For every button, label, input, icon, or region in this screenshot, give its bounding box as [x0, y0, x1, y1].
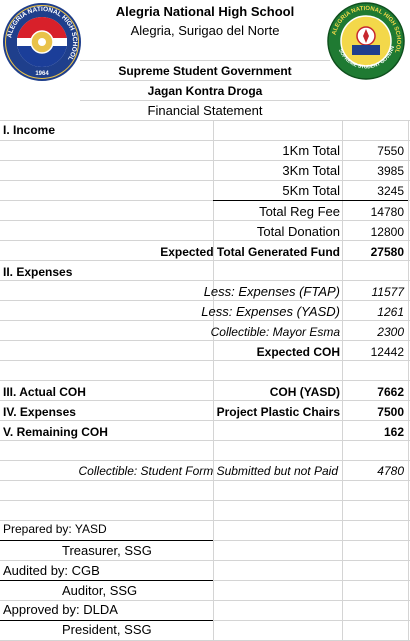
- grid-row-line: [0, 300, 410, 301]
- remaining-coh-heading: V. Remaining COH: [3, 425, 108, 439]
- grid-column-line: [213, 120, 214, 640]
- approved-signature-line: [0, 620, 213, 621]
- grid-row-line: [0, 140, 410, 141]
- header-row-line: [80, 60, 330, 61]
- collectible-forms-value: 4780: [377, 464, 404, 478]
- expense-label-ftap: Less: Expenses (FTAP): [203, 284, 340, 299]
- collectible-prefix: Collectible:: [210, 325, 270, 339]
- grid-row-line: [0, 240, 410, 241]
- grid-row-line: [0, 480, 410, 481]
- plastic-chairs-value: 7500: [377, 405, 404, 419]
- school-location: Alegria, Surigao del Norte: [130, 23, 280, 38]
- grid-row-line: [0, 500, 410, 501]
- remaining-coh-value: 162: [383, 425, 404, 439]
- income-label-5km: 5Km Total: [282, 183, 340, 198]
- prepared-signature-line: [0, 540, 213, 541]
- collectible-mayor-label: Collectible: Mayor Esma: [160, 322, 340, 342]
- grid-row-line: [0, 340, 410, 341]
- expenses-iv-heading: IV. Expenses: [3, 405, 76, 419]
- grid-row-line: [0, 380, 410, 381]
- actual-coh-label: COH (YASD): [269, 385, 340, 399]
- grid-row-line: [0, 360, 410, 361]
- org-name: Supreme Student Government: [118, 64, 292, 78]
- grid-row-line: [0, 560, 410, 561]
- actual-coh-heading: III. Actual COH: [3, 385, 86, 399]
- actual-coh-value: 7662: [377, 385, 404, 399]
- grid-row-line: [0, 200, 410, 201]
- grid-row-line: [0, 180, 410, 181]
- expected-total-label: Expected Total Generated Fund: [160, 245, 340, 259]
- document-title: Financial Statement: [147, 103, 263, 118]
- collectible-mayor-value: 2300: [377, 325, 404, 339]
- program-name: Jagan Kontra Droga: [147, 84, 263, 98]
- ssg-seal-logo: ALEGRIA NATIONAL HIGH SCHOOL SUPREME STU…: [326, 1, 405, 80]
- expense-label-yasd: Less: Expenses (YASD): [201, 304, 340, 319]
- income-value-3km: 3985: [377, 164, 404, 178]
- audited-signature-line: [0, 580, 213, 581]
- grid-row-line: [0, 520, 410, 521]
- income-subtotal-divider: [213, 200, 408, 201]
- school-seal-logo: ALEGRIA NATIONAL HIGH SCHOOL 1964: [3, 3, 81, 81]
- grid-row-line: [0, 600, 410, 601]
- plastic-chairs-label: Project Plastic Chairs: [216, 405, 340, 419]
- grid-row-line: [0, 260, 410, 261]
- expense-value-yasd: 1261: [377, 305, 404, 319]
- grid-row-line: [0, 400, 410, 401]
- total-reg-fee-label: Total Reg Fee: [259, 204, 340, 219]
- grid-column-line: [408, 120, 409, 640]
- total-donation-value: 12800: [370, 225, 404, 239]
- expected-coh-value: 12442: [370, 345, 404, 359]
- collectible-forms-label: Collectible: Student Form Submitted but …: [78, 464, 338, 478]
- audited-role: Auditor, SSG: [62, 583, 138, 598]
- grid-row-line: [0, 120, 410, 121]
- prepared-role: Treasurer, SSG: [62, 543, 152, 558]
- approved-role: President, SSG: [62, 622, 152, 637]
- collectible-name: Mayor Esma: [269, 325, 340, 339]
- grid-row-line: [0, 280, 410, 281]
- approved-by: Approved by: DLDA: [3, 602, 118, 617]
- prepared-by: Prepared by: YASD: [3, 522, 107, 536]
- grid-row-line: [0, 320, 410, 321]
- income-value-5km: 3245: [377, 184, 404, 198]
- income-heading: I. Income: [3, 123, 56, 137]
- grid-row-line: [0, 220, 410, 221]
- expenses-heading: II. Expenses: [3, 265, 73, 279]
- seal-year: 1964: [35, 71, 49, 77]
- income-value-1km: 7550: [377, 144, 404, 158]
- grid-row-line: [0, 160, 410, 161]
- income-label-1km: 1Km Total: [282, 143, 340, 158]
- grid-row-line: [0, 420, 410, 421]
- income-label-3km: 3Km Total: [282, 163, 340, 178]
- header-row-line: [80, 80, 330, 81]
- expense-value-ftap: 11577: [371, 285, 404, 299]
- grid-row-line: [0, 440, 410, 441]
- header-row-line: [80, 100, 330, 101]
- total-donation-label: Total Donation: [256, 224, 340, 239]
- grid-column-line: [342, 120, 343, 640]
- grid-row-line: [0, 460, 410, 461]
- expected-total-value: 27580: [370, 245, 404, 259]
- audited-by: Audited by: CGB: [3, 563, 100, 578]
- expected-coh-label: Expected COH: [256, 345, 340, 359]
- school-name: Alegria National High School: [115, 4, 295, 19]
- total-reg-fee-value: 14780: [370, 205, 404, 219]
